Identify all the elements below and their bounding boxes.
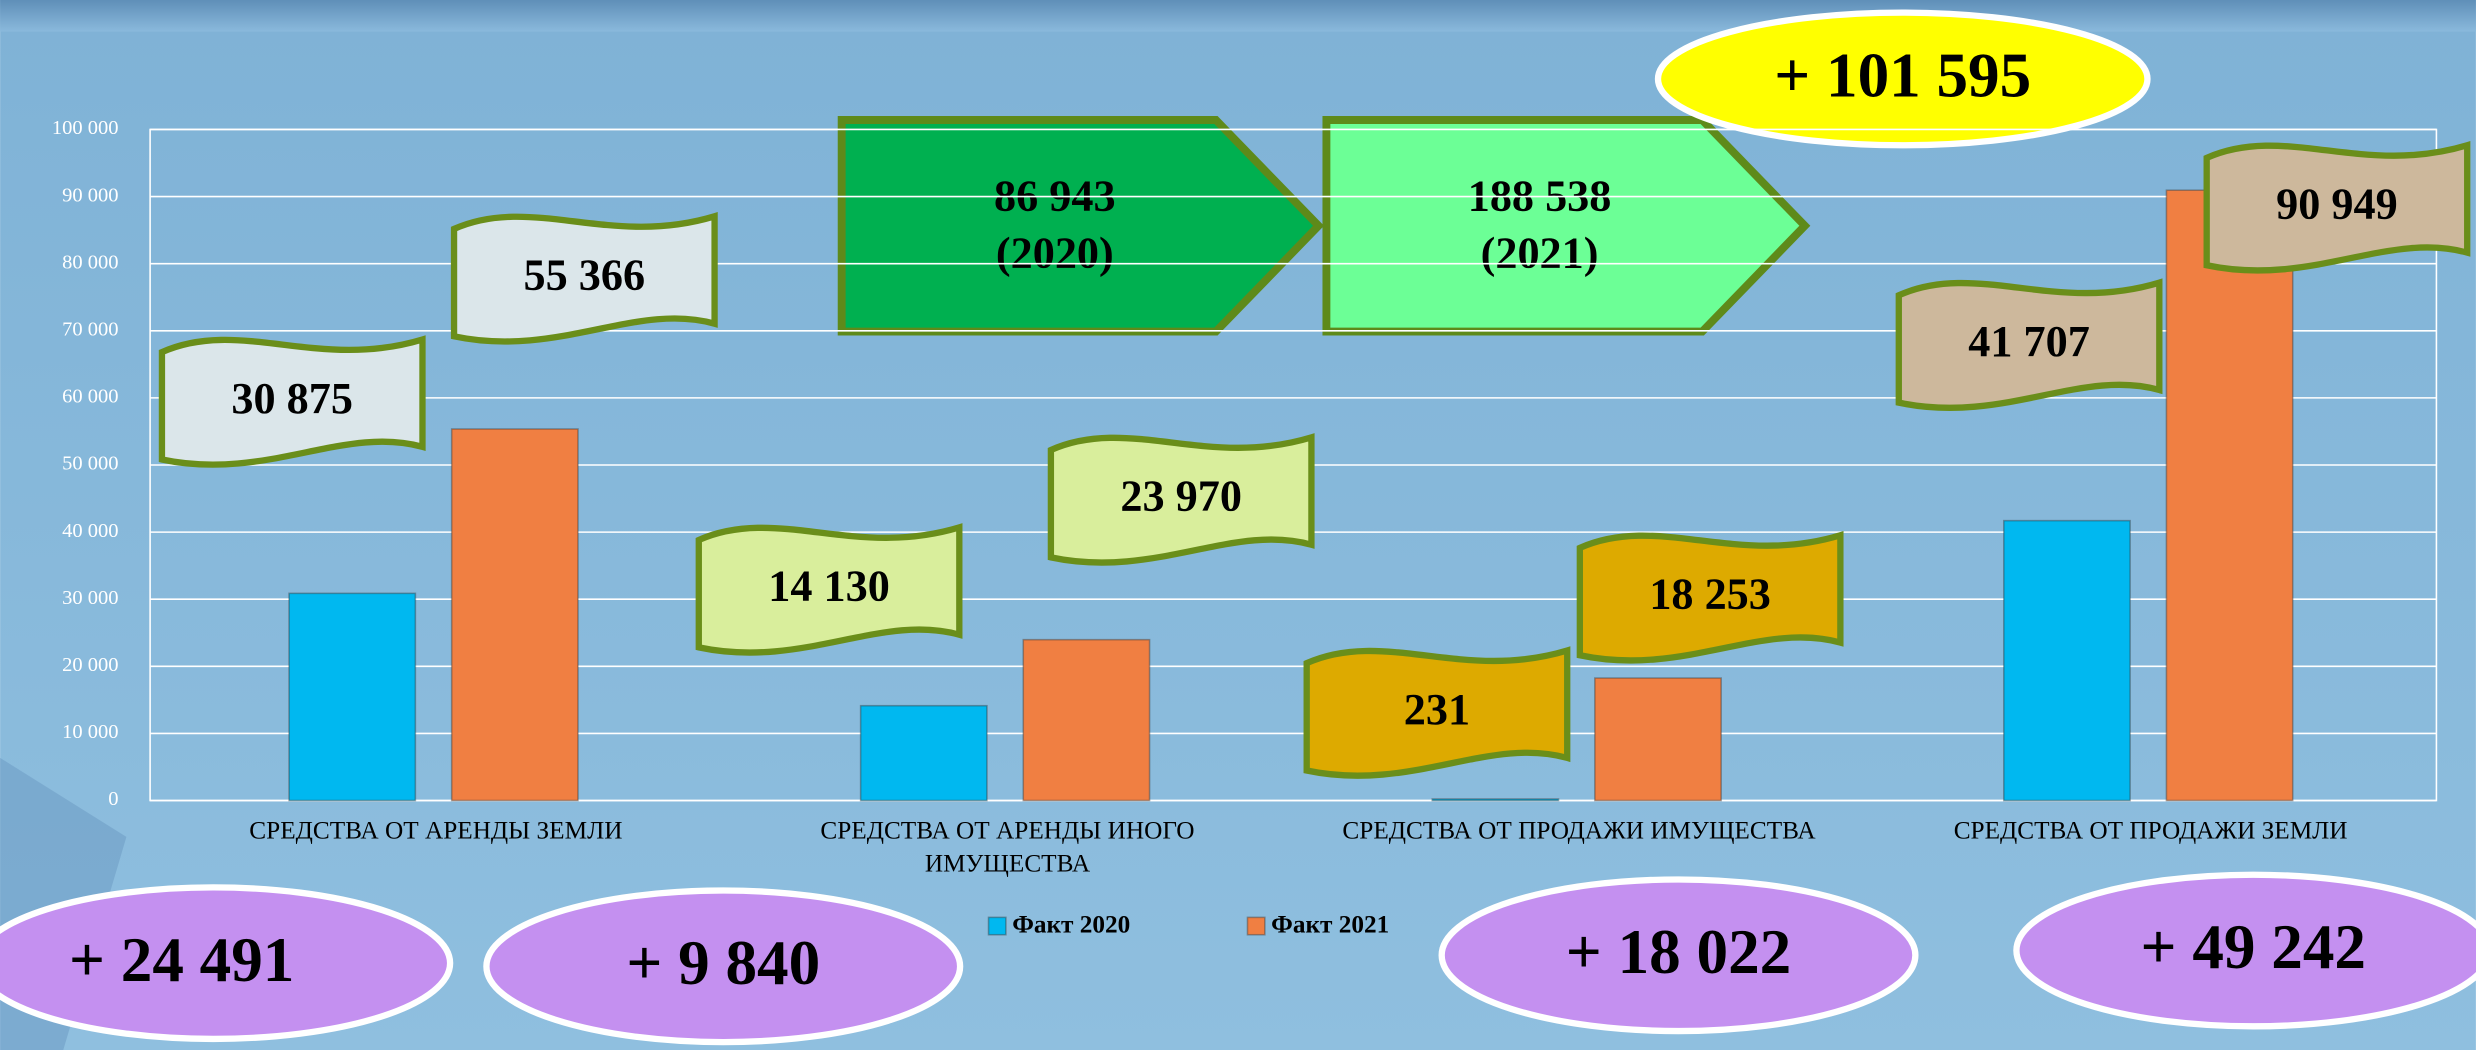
value-label: 30 875 — [231, 374, 353, 423]
x-tick-label-box: СРЕДСТВА ОТ АРЕНДЫ ИНОГО ИМУЩЕСТВА — [820, 817, 1195, 878]
value-label-banner — [695, 523, 963, 656]
legend-swatch — [1246, 916, 1266, 936]
y-tick-label: 20 000 — [62, 654, 118, 676]
top-strip — [0, 0, 2476, 32]
difference: + 9 840 — [626, 928, 820, 998]
value-label: 55 366 — [524, 251, 646, 300]
value-label-banner — [450, 212, 718, 345]
total-period: (2020) — [996, 229, 1114, 278]
value-label: 18 253 — [1649, 570, 1771, 619]
value-label-banner — [1895, 278, 2163, 411]
value-label: 231 — [1404, 685, 1470, 734]
x-tick-label-box: СРЕДСТВА ОТ ПРОДАЖИ ЗЕМЛИ — [1953, 817, 2348, 845]
difference-bubble — [2013, 871, 2476, 1030]
y-tick-label: 90 000 — [62, 184, 118, 206]
value-label: 14 130 — [768, 562, 890, 611]
x-tick-label-box: СРЕДСТВА ОТ АРЕНДЫ ЗЕМЛИ — [249, 817, 623, 845]
y-tick-label: 80 000 — [62, 251, 118, 273]
bar — [1431, 798, 1560, 802]
y-tick-label: 10 000 — [62, 721, 118, 743]
x-tick-label-box: СРЕДСТВА ОТ ПРОДАЖИ ИМУЩЕСТВА — [1342, 817, 1816, 845]
y-tick-label: 100 000 — [52, 117, 119, 139]
bar — [859, 704, 988, 802]
value-label: 90 949 — [2276, 180, 2398, 229]
total-arrow — [1322, 116, 1811, 336]
bar — [288, 592, 417, 802]
y-tick-label: 40 000 — [62, 520, 118, 542]
legend-swatch — [987, 916, 1007, 936]
y-tick-label: 30 000 — [62, 587, 118, 609]
x-tick-label: СРЕДСТВА ОТ ПРОДАЖИ ИМУЩЕСТВА — [1342, 817, 1816, 845]
x-tick-label: СРЕДСТВА ОТ ПРОДАЖИ ЗЕМЛИ — [1953, 817, 2348, 845]
value-label: 23 970 — [1120, 472, 1242, 521]
bar — [2003, 519, 2131, 802]
total-difference-bubble — [1654, 9, 2151, 149]
difference-bubble — [0, 884, 454, 1043]
x-tick-label: СРЕДСТВА ОТ АРЕНДЫ ЗЕМЛИ — [249, 817, 623, 845]
total-arrow — [837, 116, 1325, 336]
legend-label: Факт 2021 — [1271, 911, 1389, 939]
difference-bubble — [1438, 876, 1919, 1035]
value-label-banner — [1576, 531, 1844, 664]
value-label-banner — [1303, 646, 1571, 779]
value-label-banner — [2203, 141, 2471, 274]
y-tick-label: 0 — [108, 788, 118, 810]
total-difference: + 101 595 — [1774, 41, 2031, 111]
y-tick-label: 50 000 — [62, 453, 118, 475]
difference: + 24 491 — [69, 925, 294, 995]
legend-label: Факт 2020 — [1012, 911, 1130, 939]
total-period: (2021) — [1481, 229, 1599, 278]
bar — [2165, 189, 2294, 802]
difference: + 49 242 — [2141, 912, 2366, 982]
y-tick-label: 70 000 — [62, 318, 118, 340]
bar — [450, 428, 579, 802]
bar — [1594, 677, 1722, 802]
value-label-banner — [158, 335, 426, 468]
y-tick-label: 60 000 — [62, 386, 118, 408]
value-label: 41 707 — [1968, 317, 2090, 366]
bar — [1022, 638, 1151, 802]
x-tick-label: СРЕДСТВА ОТ АРЕНДЫ ИНОГО ИМУЩЕСТВА — [820, 817, 1195, 878]
value-label-banner — [1047, 433, 1315, 566]
difference-bubble — [483, 887, 964, 1046]
difference: + 18 022 — [1566, 917, 1791, 987]
